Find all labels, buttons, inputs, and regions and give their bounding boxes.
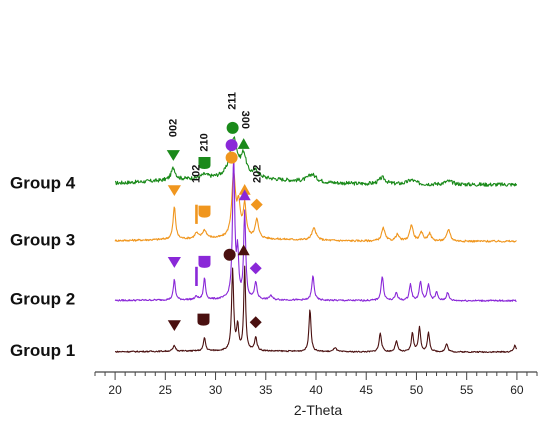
marker-shield [198, 157, 211, 169]
marker-triangle-down [167, 320, 181, 331]
group-label: Group 1 [10, 341, 75, 360]
x-tick-label: 40 [309, 383, 323, 397]
marker-shield [198, 205, 211, 218]
series-line-3 [114, 171, 517, 243]
marker-shield [198, 255, 211, 268]
plane-label-002: 002 [167, 119, 179, 137]
series-line-4 [114, 136, 518, 187]
x-tick-label: 55 [460, 383, 474, 397]
marker-triangle-up [238, 189, 251, 201]
marker-bar [195, 204, 198, 224]
plane-label-202: 202 [252, 165, 264, 183]
marker-shield [197, 313, 210, 326]
marker-circle [223, 248, 236, 261]
marker-bar [195, 266, 198, 286]
x-tick-label: 35 [259, 383, 273, 397]
x-tick-label: 50 [410, 383, 424, 397]
group-label: Group 2 [10, 290, 75, 309]
x-tick-label: 60 [510, 383, 524, 397]
marker-diamond [249, 262, 262, 275]
x-axis-title: 2-Theta [294, 402, 342, 418]
marker-diamond [249, 316, 262, 329]
marker-layer [166, 121, 263, 331]
marker-triangle-down [166, 150, 180, 161]
x-axis: 20 25 30 35 40 45 50 55 60 [94, 371, 538, 397]
marker-circle [225, 139, 238, 152]
x-tick-label: 20 [108, 383, 122, 397]
group-label: Group 4 [10, 174, 76, 193]
group-label-layer: Group 4 Group 3 Group 2 Group 1 [10, 174, 76, 360]
series-line-2 [114, 156, 517, 303]
marker-triangle-up [237, 138, 250, 149]
group-label: Group 3 [10, 230, 75, 249]
plane-label-211: 211 [227, 92, 239, 110]
x-tick-label: 25 [159, 383, 173, 397]
marker-diamond [250, 198, 263, 211]
x-tick-label: 45 [360, 383, 374, 397]
plane-label-210: 210 [198, 133, 210, 151]
marker-triangle-up [237, 244, 250, 256]
plane-label-300: 300 [239, 111, 251, 129]
marker-triangle-down [167, 185, 181, 196]
marker-circle [225, 151, 238, 164]
marker-circle [226, 121, 239, 134]
x-tick-label: 30 [209, 383, 223, 397]
series-layer [114, 136, 518, 354]
series-line-1 [115, 265, 518, 354]
plane-label-102: 102 [190, 165, 202, 183]
marker-triangle-down [167, 257, 181, 268]
